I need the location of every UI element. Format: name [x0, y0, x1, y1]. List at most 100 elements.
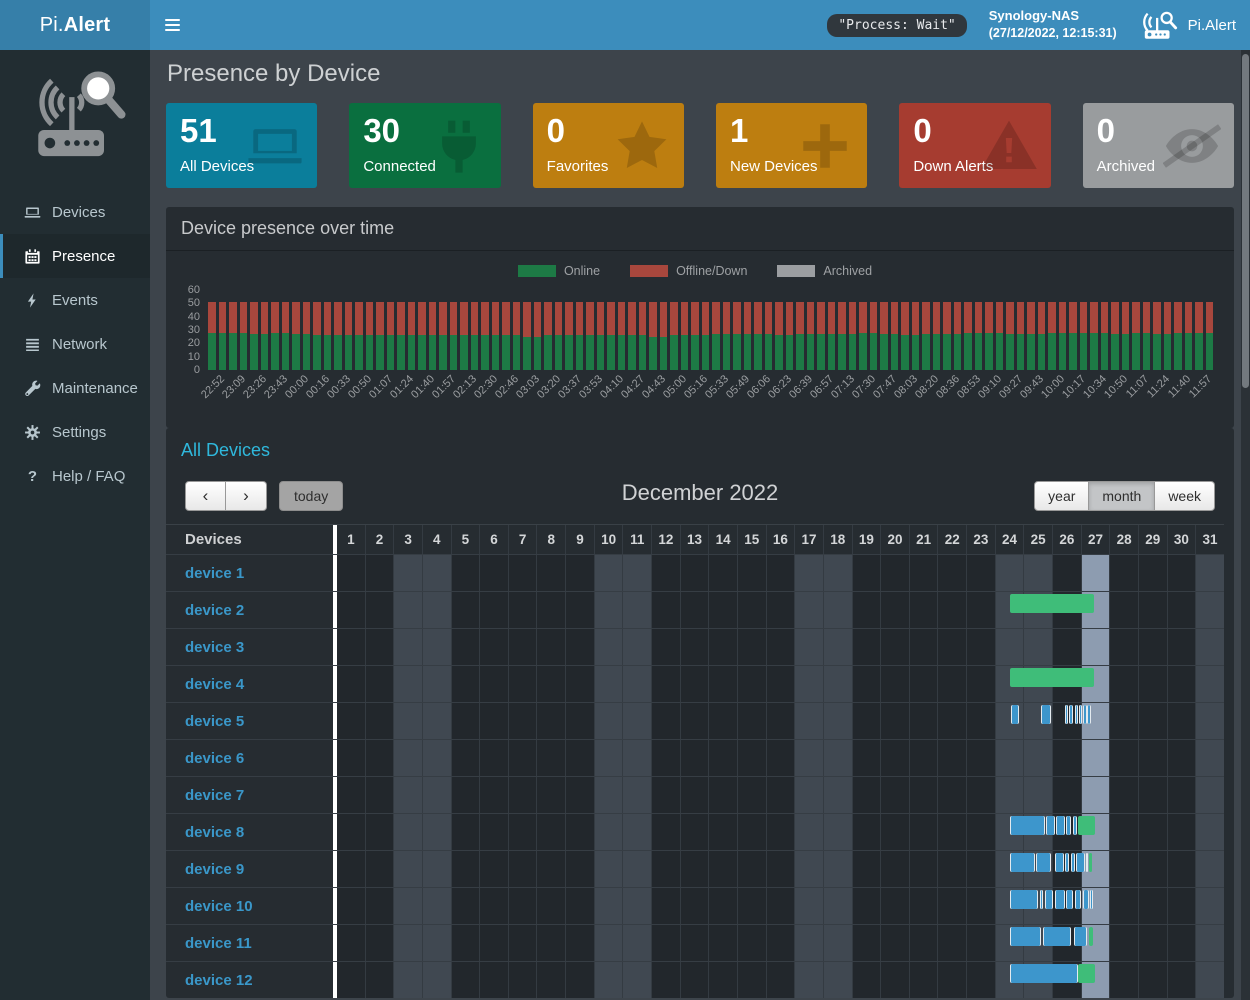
- page-scrollbar[interactable]: [1241, 50, 1250, 1000]
- day-cell-21[interactable]: [908, 962, 938, 998]
- day-cell-1[interactable]: [337, 851, 365, 887]
- day-cell-20[interactable]: [880, 851, 909, 887]
- day-cell-7[interactable]: [507, 814, 537, 850]
- day-cell-2[interactable]: [364, 962, 394, 998]
- day-cell-17[interactable]: [794, 925, 823, 961]
- day-cell-10[interactable]: [593, 851, 623, 887]
- day-cell-18[interactable]: [822, 666, 852, 702]
- day-cell-23[interactable]: [966, 629, 995, 665]
- day-cell-11[interactable]: [622, 703, 652, 739]
- presence-event-blue[interactable]: [1055, 890, 1065, 909]
- day-cell-15[interactable]: [736, 851, 766, 887]
- presence-event-blue[interactable]: [1085, 853, 1088, 872]
- day-cell-9[interactable]: [565, 814, 594, 850]
- day-cell-13[interactable]: [679, 962, 709, 998]
- day-cell-24[interactable]: [994, 777, 1024, 813]
- presence-event-blue[interactable]: [1078, 705, 1083, 724]
- day-cell-13[interactable]: [679, 814, 709, 850]
- day-cell-7[interactable]: [507, 629, 537, 665]
- day-cell-12[interactable]: [651, 592, 680, 628]
- day-cell-30[interactable]: [1166, 962, 1196, 998]
- presence-event-blue[interactable]: [1011, 705, 1019, 724]
- day-cell-17[interactable]: [794, 777, 823, 813]
- day-cell-28[interactable]: [1109, 777, 1138, 813]
- day-cell-28[interactable]: [1109, 555, 1138, 591]
- day-cell-11[interactable]: [622, 888, 652, 924]
- device-link[interactable]: device 8: [185, 823, 245, 841]
- day-cell-21[interactable]: [908, 740, 938, 776]
- day-cell-4[interactable]: [421, 888, 451, 924]
- day-cell-20[interactable]: [880, 740, 909, 776]
- day-cell-2[interactable]: [364, 814, 394, 850]
- presence-event-green[interactable]: [1009, 668, 1095, 687]
- day-cell-20[interactable]: [880, 962, 909, 998]
- day-cell-7[interactable]: [507, 925, 537, 961]
- day-cell-20[interactable]: [880, 666, 909, 702]
- day-cell-5[interactable]: [450, 925, 480, 961]
- day-cell-17[interactable]: [794, 666, 823, 702]
- day-cell-2[interactable]: [364, 777, 394, 813]
- day-cell-20[interactable]: [880, 555, 909, 591]
- day-cell-5[interactable]: [450, 962, 480, 998]
- day-cell-10[interactable]: [593, 888, 623, 924]
- day-cell-28[interactable]: [1109, 888, 1138, 924]
- day-cell-15[interactable]: [736, 925, 766, 961]
- day-cell-4[interactable]: [421, 851, 451, 887]
- day-cell-18[interactable]: [822, 740, 852, 776]
- day-cell-26[interactable]: [1052, 629, 1081, 665]
- day-cell-31[interactable]: [1195, 777, 1224, 813]
- day-cell-16[interactable]: [765, 888, 795, 924]
- day-cell-3[interactable]: [393, 888, 422, 924]
- day-cell-19[interactable]: [851, 740, 881, 776]
- device-link[interactable]: device 9: [185, 860, 245, 878]
- presence-event-green[interactable]: [1078, 964, 1095, 983]
- day-cell-25[interactable]: [1023, 777, 1053, 813]
- day-cell-24[interactable]: [994, 740, 1024, 776]
- day-cell-8[interactable]: [536, 555, 566, 591]
- day-cell-6[interactable]: [479, 703, 508, 739]
- presence-event-green[interactable]: [1077, 816, 1095, 835]
- brand-logo[interactable]: Pi. Alert: [0, 0, 150, 50]
- day-cell-21[interactable]: [908, 592, 938, 628]
- day-cell-22[interactable]: [937, 740, 967, 776]
- day-cell-2[interactable]: [364, 703, 394, 739]
- day-cell-14[interactable]: [708, 925, 737, 961]
- day-cell-27[interactable]: [1080, 555, 1110, 591]
- day-cell-22[interactable]: [937, 925, 967, 961]
- day-cell-14[interactable]: [708, 851, 737, 887]
- day-cell-11[interactable]: [622, 555, 652, 591]
- day-cell-9[interactable]: [565, 925, 594, 961]
- day-cell-11[interactable]: [622, 740, 652, 776]
- day-cell-7[interactable]: [507, 777, 537, 813]
- day-cell-29[interactable]: [1137, 814, 1167, 850]
- day-cell-11[interactable]: [622, 925, 652, 961]
- day-cell-1[interactable]: [337, 555, 365, 591]
- day-cell-9[interactable]: [565, 555, 594, 591]
- day-cell-12[interactable]: [651, 925, 680, 961]
- day-cell-26[interactable]: [1052, 740, 1081, 776]
- day-cell-19[interactable]: [851, 703, 881, 739]
- day-cell-9[interactable]: [565, 777, 594, 813]
- day-cell-18[interactable]: [822, 703, 852, 739]
- day-cell-1[interactable]: [337, 888, 365, 924]
- sidebar-item-devices[interactable]: Devices: [0, 190, 150, 234]
- day-cell-24[interactable]: [994, 703, 1024, 739]
- day-cell-20[interactable]: [880, 703, 909, 739]
- day-cell-29[interactable]: [1137, 777, 1167, 813]
- day-cell-31[interactable]: [1195, 629, 1224, 665]
- day-cell-30[interactable]: [1166, 925, 1196, 961]
- day-cell-23[interactable]: [966, 851, 995, 887]
- day-cell-3[interactable]: [393, 740, 422, 776]
- day-cell-27[interactable]: [1080, 629, 1110, 665]
- day-cell-2[interactable]: [364, 629, 394, 665]
- day-cell-8[interactable]: [536, 703, 566, 739]
- day-cell-28[interactable]: [1109, 666, 1138, 702]
- presence-event-blue[interactable]: [1036, 853, 1052, 872]
- day-cell-12[interactable]: [651, 814, 680, 850]
- presence-event-blue[interactable]: [1044, 890, 1054, 909]
- day-cell-3[interactable]: [393, 703, 422, 739]
- device-link[interactable]: device 4: [185, 675, 245, 693]
- day-cell-15[interactable]: [736, 888, 766, 924]
- day-cell-27[interactable]: [1080, 851, 1110, 887]
- day-cell-16[interactable]: [765, 962, 795, 998]
